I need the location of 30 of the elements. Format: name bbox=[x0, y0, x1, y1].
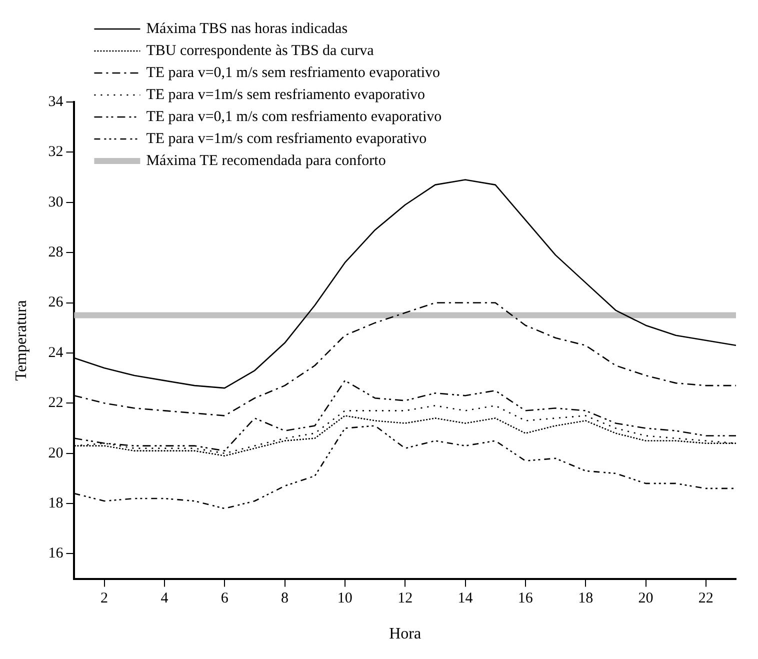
y-tick-label: 28 bbox=[48, 244, 64, 261]
x-tick-label: 18 bbox=[578, 590, 594, 607]
legend-label: TE para v=1m/s com resfriamento evaporativo bbox=[146, 130, 427, 147]
legend-label: TE para v=0,1 m/s com resfriamento evaporativo bbox=[146, 108, 442, 125]
y-axis-title: Temperatura bbox=[12, 300, 30, 381]
y-tick-label: 34 bbox=[48, 94, 64, 110]
x-tick-label: 14 bbox=[458, 590, 474, 607]
y-tick-label: 32 bbox=[48, 144, 64, 160]
x-axis-title: Hora bbox=[389, 626, 422, 643]
x-tick-label: 22 bbox=[698, 590, 714, 607]
y-tick-label: 22 bbox=[48, 395, 64, 412]
y-tick-label: 20 bbox=[48, 445, 64, 462]
legend-label: TE para v=0,1 m/s sem resfriamento evaporativo bbox=[146, 64, 440, 81]
y-tick-label: 24 bbox=[48, 344, 64, 361]
y-tick-label: 18 bbox=[48, 495, 64, 512]
y-tick-label: 16 bbox=[48, 546, 64, 562]
x-tick-label: 16 bbox=[518, 590, 534, 607]
x-tick-label: 10 bbox=[337, 590, 352, 607]
x-tick-label: 6 bbox=[220, 590, 229, 607]
x-tick-label: 2 bbox=[100, 590, 108, 607]
legend-label: TE para v=1m/s sem resfriamento evaporativo bbox=[146, 86, 425, 103]
x-tick-label: 8 bbox=[281, 590, 289, 607]
y-tick-label: 26 bbox=[48, 294, 64, 311]
x-tick-label: 20 bbox=[638, 590, 654, 607]
x-tick-label: 12 bbox=[398, 590, 413, 607]
x-tick-label: 4 bbox=[160, 590, 169, 607]
legend-label: Máxima TE recomendada para conforto bbox=[146, 152, 386, 169]
legend-label: Máxima TBS nas horas indicadas bbox=[146, 20, 348, 37]
y-tick-label: 30 bbox=[48, 194, 64, 210]
legend-label: TBU correspondente às TBS da curva bbox=[146, 42, 374, 59]
